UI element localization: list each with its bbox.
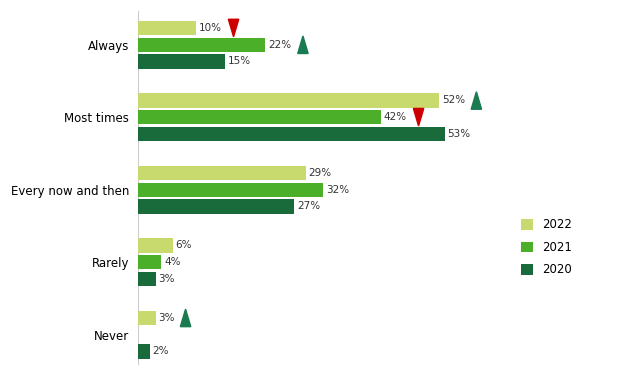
- Bar: [138, 311, 156, 325]
- Bar: [138, 344, 149, 358]
- Text: 4%: 4%: [164, 257, 181, 267]
- Text: 10%: 10%: [199, 23, 222, 33]
- Bar: [138, 182, 323, 197]
- Text: 27%: 27%: [297, 202, 320, 211]
- Text: 42%: 42%: [384, 112, 407, 122]
- Bar: [138, 199, 295, 214]
- Bar: [138, 93, 439, 108]
- Bar: [138, 54, 225, 69]
- Text: 15%: 15%: [228, 56, 251, 67]
- Text: 22%: 22%: [268, 40, 291, 50]
- Polygon shape: [180, 309, 191, 327]
- Text: 32%: 32%: [326, 185, 349, 195]
- Legend: 2022, 2021, 2020: 2022, 2021, 2020: [516, 214, 577, 281]
- Polygon shape: [471, 92, 482, 109]
- Bar: [138, 272, 156, 286]
- Text: 6%: 6%: [176, 240, 192, 250]
- Polygon shape: [413, 108, 424, 126]
- Text: 2%: 2%: [153, 346, 169, 356]
- Bar: [138, 238, 173, 253]
- Text: 3%: 3%: [158, 274, 175, 284]
- Polygon shape: [298, 36, 308, 53]
- Polygon shape: [229, 19, 239, 37]
- Bar: [138, 127, 445, 141]
- Bar: [138, 166, 306, 180]
- Bar: [138, 38, 266, 52]
- Text: 3%: 3%: [158, 313, 175, 323]
- Text: 29%: 29%: [309, 168, 332, 178]
- Bar: [138, 255, 161, 269]
- Text: 53%: 53%: [448, 129, 470, 139]
- Bar: [138, 21, 196, 35]
- Bar: [138, 110, 381, 124]
- Text: 52%: 52%: [441, 96, 465, 106]
